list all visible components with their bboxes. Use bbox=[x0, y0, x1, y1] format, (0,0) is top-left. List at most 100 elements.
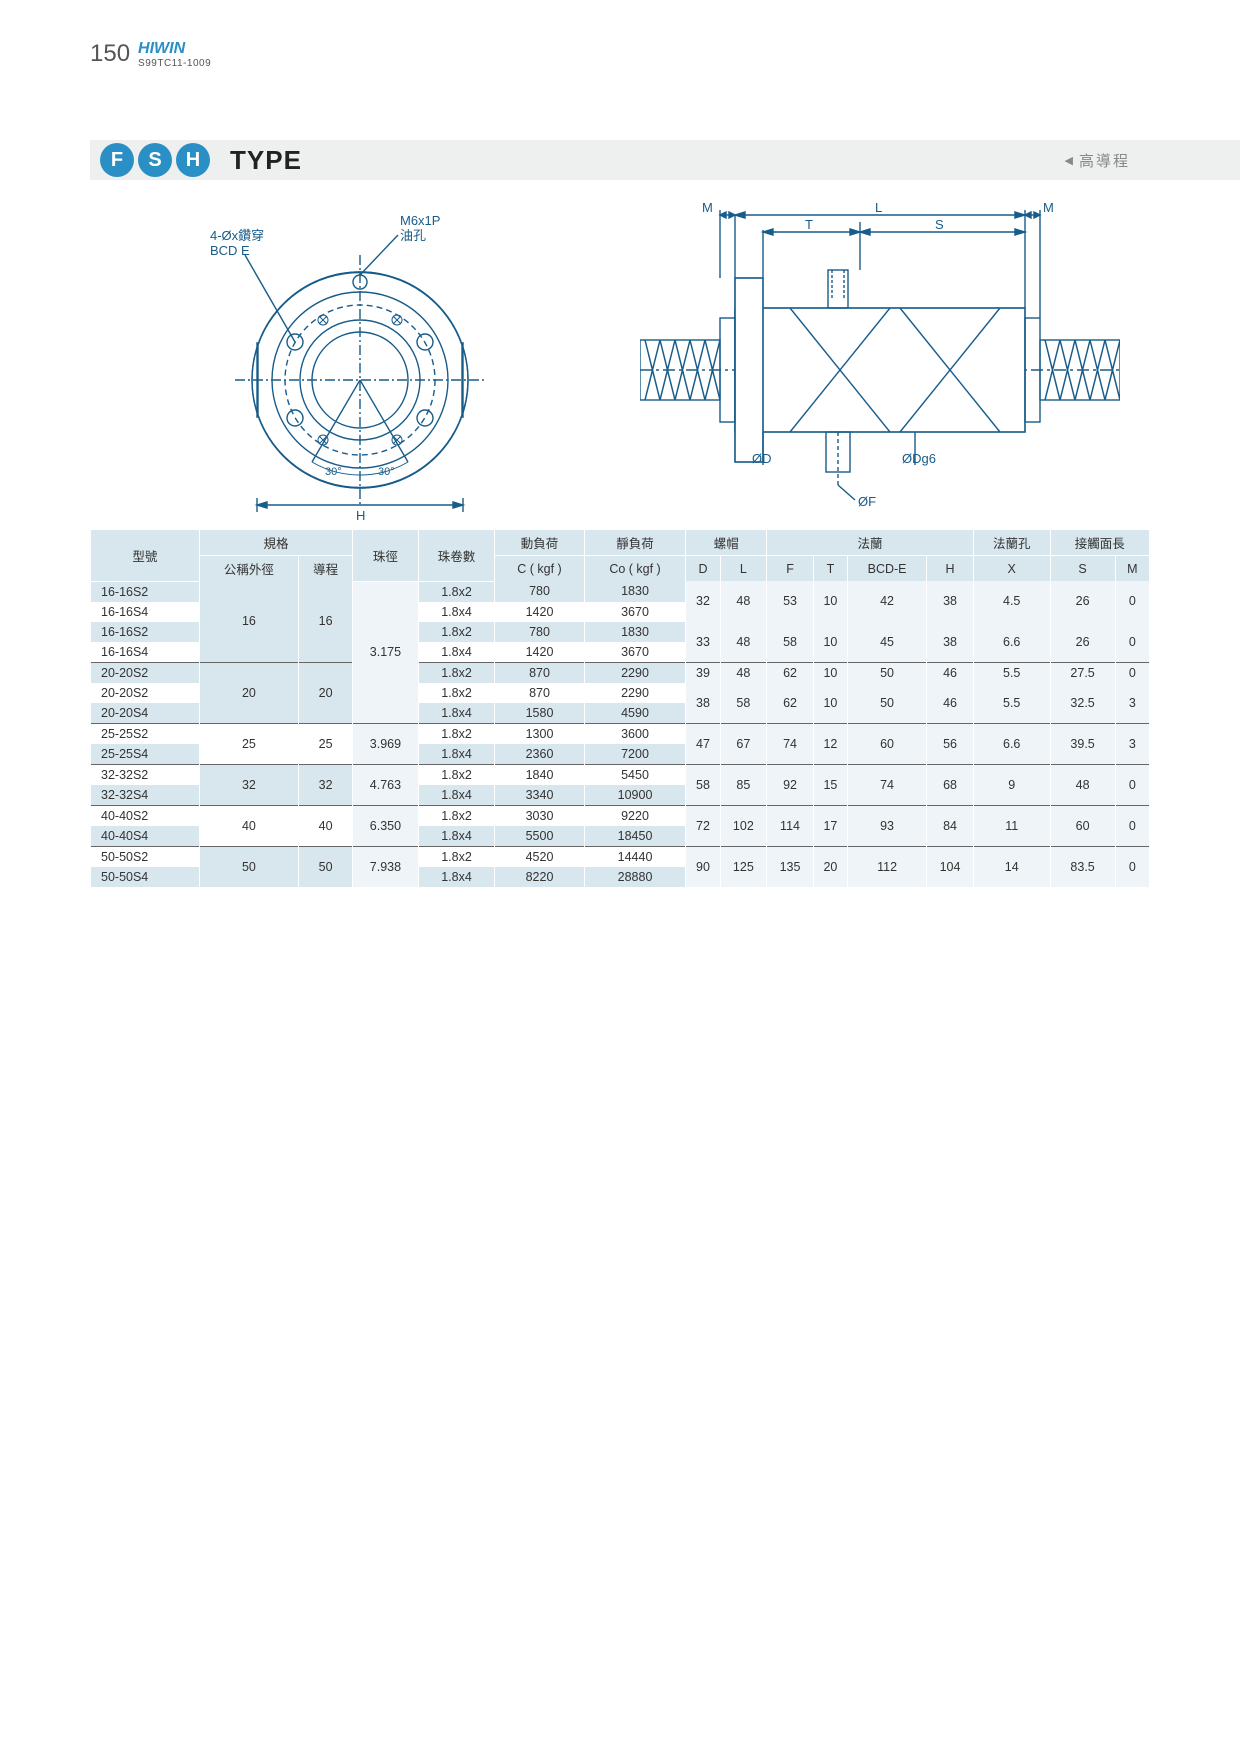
th-flange: 法蘭 bbox=[767, 530, 974, 556]
cell-T: 10 bbox=[813, 581, 847, 622]
cell-D: 32 bbox=[686, 581, 720, 622]
cell-D: 58 bbox=[686, 764, 720, 805]
cell-co: 18450 bbox=[584, 826, 686, 847]
cell-L: 58 bbox=[720, 683, 767, 724]
cell-lead: 20 bbox=[299, 662, 353, 723]
cell-c: 8220 bbox=[495, 867, 584, 887]
cell-BCDE: 112 bbox=[847, 846, 926, 887]
cell-L: 48 bbox=[720, 622, 767, 663]
cell-od: 25 bbox=[199, 723, 298, 764]
cell-lead: 32 bbox=[299, 764, 353, 805]
cell-ball: 7.938 bbox=[353, 846, 418, 887]
brand-code: S99TC11-1009 bbox=[138, 58, 211, 69]
label-s: S bbox=[935, 217, 944, 232]
cell-ball: 4.763 bbox=[353, 764, 418, 805]
label-angle1: 30° bbox=[325, 466, 342, 478]
th-T: T bbox=[813, 556, 847, 582]
cell-D: 39 bbox=[686, 662, 720, 683]
cell-co: 9220 bbox=[584, 805, 686, 826]
th-co: Co ( kgf ) bbox=[584, 556, 686, 582]
cell-ball: 3.969 bbox=[353, 723, 418, 764]
cell-H: 38 bbox=[927, 622, 974, 663]
cell-S: 48 bbox=[1050, 764, 1115, 805]
th-D: D bbox=[686, 556, 720, 582]
cell-od: 32 bbox=[199, 764, 298, 805]
cell-T: 10 bbox=[813, 683, 847, 724]
cell-model: 32-32S4 bbox=[91, 785, 200, 806]
cell-turns: 1.8x4 bbox=[418, 867, 495, 887]
cell-D: 47 bbox=[686, 723, 720, 764]
cell-c: 2360 bbox=[495, 744, 584, 765]
cell-c: 4520 bbox=[495, 846, 584, 867]
th-dyn: 動負荷 bbox=[495, 530, 584, 556]
cell-BCDE: 60 bbox=[847, 723, 926, 764]
nut-side-diagram: M L M T S ØD ØDg6 ØF bbox=[640, 200, 1120, 520]
cell-S: 32.5 bbox=[1050, 683, 1115, 724]
cell-c: 780 bbox=[495, 622, 584, 642]
label-screw: 4-Øx鑽穿 bbox=[210, 228, 264, 243]
table-row: 40-40S240406.3501.8x23030922072102114179… bbox=[91, 805, 1150, 826]
label-od: ØD bbox=[752, 451, 772, 466]
table-row: 16-16S216163.1751.8x27801830324853104238… bbox=[91, 581, 1150, 602]
label-m1: M bbox=[702, 200, 713, 215]
cell-H: 38 bbox=[927, 581, 974, 622]
cell-H: 68 bbox=[927, 764, 974, 805]
table-row: 32-32S232324.7631.8x21840545058859215746… bbox=[91, 764, 1150, 785]
badge-h: H bbox=[176, 143, 210, 177]
cell-turns: 1.8x4 bbox=[418, 744, 495, 765]
spec-table-container: 型號 規格 珠徑 珠卷數 動負荷 靜負荷 螺帽 法蘭 法蘭孔 接觸面長 公稱外徑… bbox=[90, 530, 1150, 887]
cell-turns: 1.8x2 bbox=[418, 805, 495, 826]
cell-c: 3340 bbox=[495, 785, 584, 806]
th-spec: 規格 bbox=[199, 530, 352, 556]
cell-M: 0 bbox=[1115, 622, 1149, 663]
th-F: F bbox=[767, 556, 814, 582]
cell-co: 2290 bbox=[584, 683, 686, 703]
cell-model: 20-20S2 bbox=[91, 683, 200, 703]
cell-X: 4.5 bbox=[973, 581, 1050, 622]
cell-L: 48 bbox=[720, 581, 767, 622]
cell-c: 3030 bbox=[495, 805, 584, 826]
th-H: H bbox=[927, 556, 974, 582]
cell-L: 102 bbox=[720, 805, 767, 846]
cell-BCDE: 93 bbox=[847, 805, 926, 846]
cell-D: 33 bbox=[686, 622, 720, 663]
cell-turns: 1.8x2 bbox=[418, 622, 495, 642]
cell-od: 16 bbox=[199, 581, 298, 662]
cell-L: 67 bbox=[720, 723, 767, 764]
cell-F: 53 bbox=[767, 581, 814, 622]
cell-co: 14440 bbox=[584, 846, 686, 867]
cell-lead: 25 bbox=[299, 723, 353, 764]
cell-X: 6.6 bbox=[973, 622, 1050, 663]
cell-c: 780 bbox=[495, 581, 584, 602]
th-model: 型號 bbox=[91, 530, 200, 581]
cell-turns: 1.8x2 bbox=[418, 764, 495, 785]
cell-L: 85 bbox=[720, 764, 767, 805]
cell-BCDE: 42 bbox=[847, 581, 926, 622]
cell-H: 46 bbox=[927, 662, 974, 683]
th-turns: 珠卷數 bbox=[418, 530, 495, 581]
cell-c: 1840 bbox=[495, 764, 584, 785]
th-c: C ( kgf ) bbox=[495, 556, 584, 582]
cell-co: 1830 bbox=[584, 622, 686, 642]
cell-c: 1420 bbox=[495, 642, 584, 663]
th-lead: 導程 bbox=[299, 556, 353, 582]
cell-T: 12 bbox=[813, 723, 847, 764]
cell-X: 11 bbox=[973, 805, 1050, 846]
cell-turns: 1.8x2 bbox=[418, 846, 495, 867]
cell-S: 60 bbox=[1050, 805, 1115, 846]
cell-co: 2290 bbox=[584, 662, 686, 683]
th-stat: 靜負荷 bbox=[584, 530, 686, 556]
cell-turns: 1.8x4 bbox=[418, 642, 495, 663]
th-BCDE: BCD-E bbox=[847, 556, 926, 582]
cell-D: 72 bbox=[686, 805, 720, 846]
cell-S: 83.5 bbox=[1050, 846, 1115, 887]
cell-X: 5.5 bbox=[973, 662, 1050, 683]
cell-S: 26 bbox=[1050, 622, 1115, 663]
cell-turns: 1.8x4 bbox=[418, 826, 495, 847]
cell-co: 7200 bbox=[584, 744, 686, 765]
th-flangehole: 法蘭孔 bbox=[973, 530, 1050, 556]
cell-X: 6.6 bbox=[973, 723, 1050, 764]
cell-F: 62 bbox=[767, 683, 814, 724]
label-bcd: BCD E bbox=[210, 243, 250, 258]
cell-c: 5500 bbox=[495, 826, 584, 847]
